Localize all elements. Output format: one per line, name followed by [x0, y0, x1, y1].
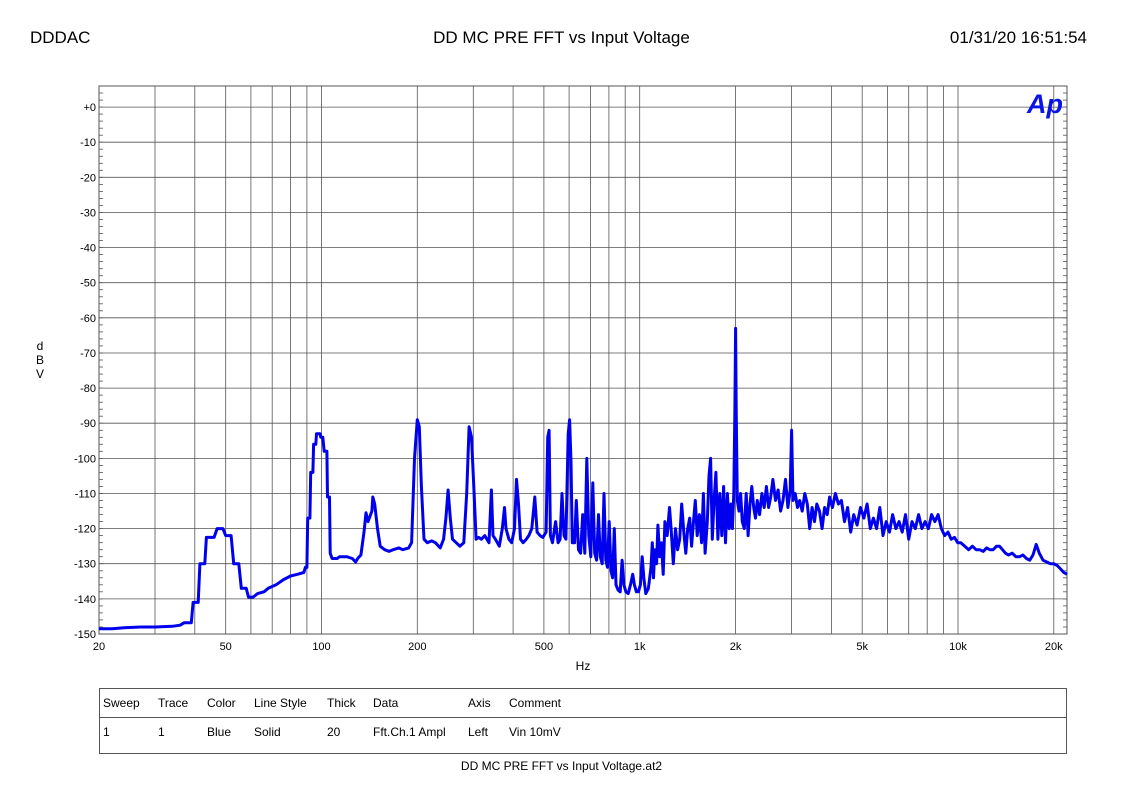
- y-tick-label: -30: [80, 208, 96, 220]
- x-tick-label: 10k: [949, 641, 967, 653]
- legend-header-sweep: Sweep: [103, 696, 140, 710]
- y-tick-label: -140: [74, 594, 96, 606]
- plot-frame: [98, 85, 1068, 635]
- legend-header-line-style: Line Style: [254, 696, 307, 710]
- ap-logo: Ap: [1026, 89, 1063, 119]
- y-tick-label: -80: [80, 383, 96, 395]
- legend-header-trace: Trace: [158, 696, 189, 710]
- y-tick-label: -90: [80, 418, 96, 430]
- footer-filename: DD MC PRE FFT vs Input Voltage.at2: [460, 759, 663, 773]
- legend-cell-sweep: 1: [103, 725, 110, 739]
- legend-data-row: 1 1 Blue Solid 20 Fft.Ch.1 Ampl Left Vin…: [100, 718, 1066, 746]
- legend-cell-thick: 20: [327, 725, 341, 739]
- y-tick-label: -130: [74, 559, 96, 571]
- legend-header-row: Sweep Trace Color Line Style Thick Data …: [100, 689, 1066, 718]
- y-tick-label: -10: [80, 137, 96, 149]
- header-timestamp: 01/31/20 16:51:54: [949, 28, 1087, 47]
- y-tick-label: -100: [74, 453, 96, 465]
- y-tick-label: -150: [74, 629, 96, 641]
- chart-ticks: +0 -10 -20 -30 -40 -50 -60 -70 -80 -90 -100 -110 -12…: [74, 85, 1067, 653]
- x-tick-label: 100: [312, 641, 330, 653]
- y-tick-label: -60: [80, 313, 96, 325]
- y-tick-label: -50: [80, 278, 96, 290]
- y-tick-label: -20: [80, 172, 96, 184]
- y-tick-label: -120: [74, 524, 96, 536]
- legend-header-color: Color: [207, 696, 236, 710]
- y-tick-label: -40: [80, 243, 96, 255]
- chart-title: DD MC PRE FFT vs Input Voltage: [433, 28, 690, 47]
- x-tick-label: 2k: [730, 641, 742, 653]
- x-tick-label: 20k: [1045, 641, 1063, 653]
- header-left-label: DDDAC: [30, 28, 91, 47]
- legend-header-thick: Thick: [327, 696, 356, 710]
- x-tick-label: 500: [535, 641, 553, 653]
- legend-cell-data: Fft.Ch.1 Ampl: [373, 725, 446, 739]
- legend-cell-trace: 1: [158, 725, 165, 739]
- x-axis-label: Hz: [576, 659, 591, 673]
- x-tick-label: 20: [93, 641, 105, 653]
- legend-cell-comment: Vin 10mV: [509, 725, 561, 739]
- y-tick-label: -70: [80, 348, 96, 360]
- x-tick-label: 5k: [856, 641, 868, 653]
- legend-cell-line-style: Solid: [254, 725, 281, 739]
- fft-chart: +0 -10 -20 -30 -40 -50 -60 -70 -80 -90 -100 -110 -12…: [36, 85, 1068, 673]
- legend-cell-color: Blue: [207, 725, 232, 739]
- chart-grid: [98, 85, 1068, 635]
- legend-header-axis: Axis: [468, 696, 491, 710]
- legend-cell-axis: Left: [468, 725, 489, 739]
- x-tick-label: 50: [220, 641, 232, 653]
- legend-header-comment: Comment: [509, 696, 562, 710]
- axis-labels: Hz d B V: [36, 339, 590, 673]
- x-tick-label: 1k: [634, 641, 646, 653]
- y-tick-label: +0: [83, 102, 96, 114]
- series-trace: [99, 326, 1068, 631]
- x-tick-label: 200: [408, 641, 426, 653]
- legend-header-data: Data: [373, 696, 399, 710]
- legend-table: Sweep Trace Color Line Style Thick Data …: [99, 688, 1067, 754]
- y-tick-label: -110: [75, 489, 96, 501]
